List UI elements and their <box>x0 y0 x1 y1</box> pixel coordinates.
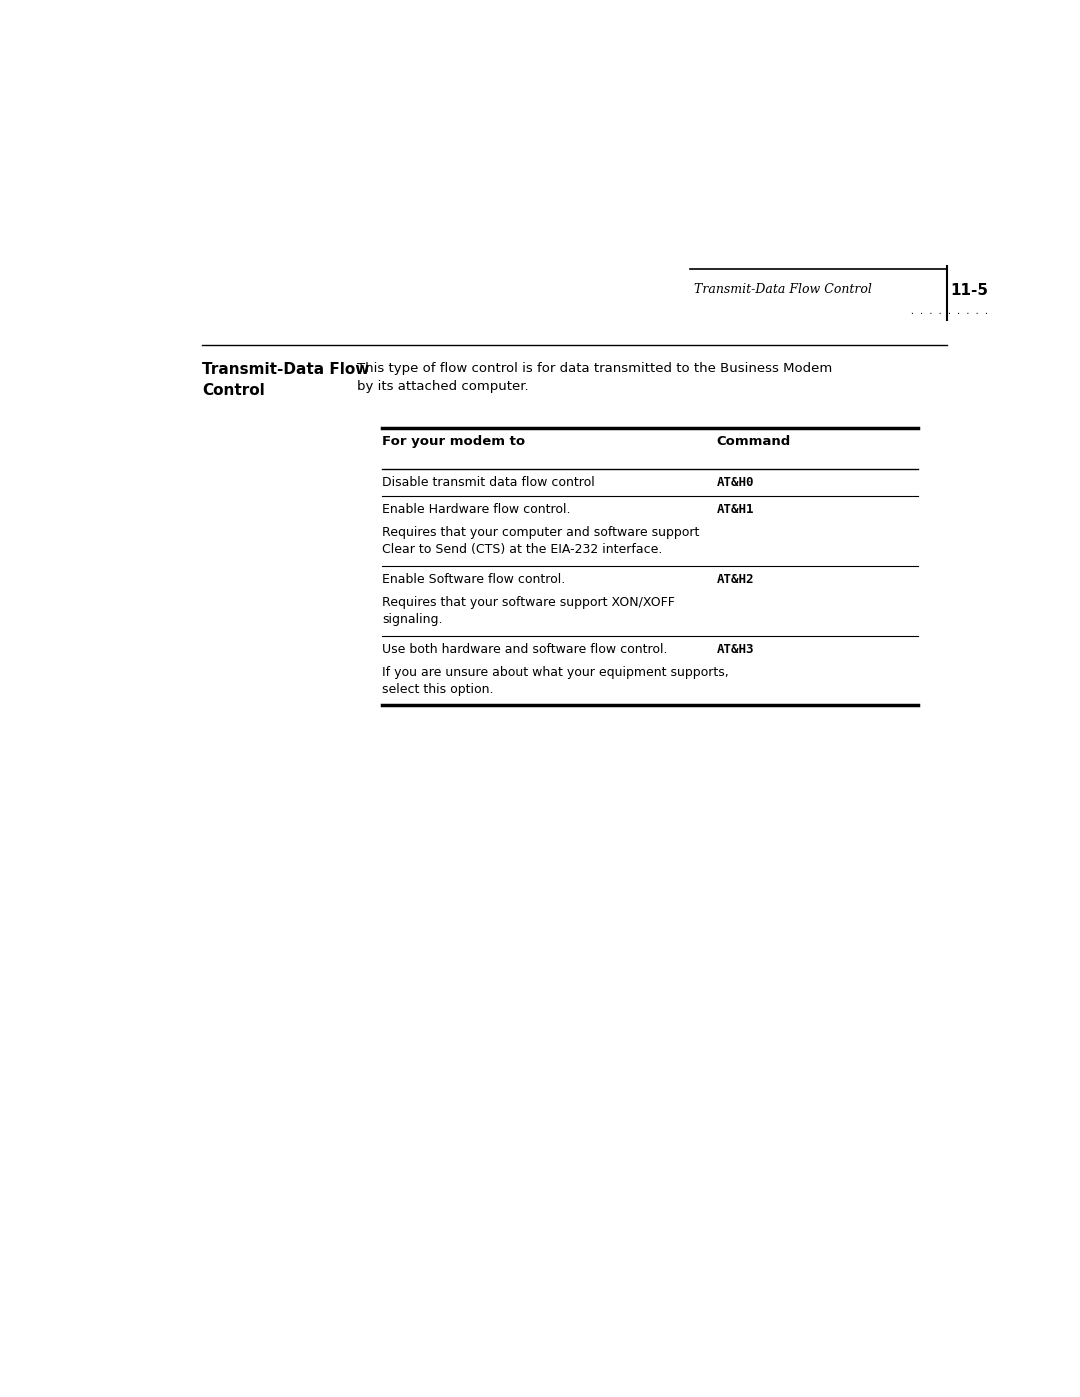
Text: Command: Command <box>717 436 791 448</box>
Text: AT&H1: AT&H1 <box>717 503 754 517</box>
Text: Enable Software flow control.: Enable Software flow control. <box>382 573 565 587</box>
Text: Use both hardware and software flow control.: Use both hardware and software flow cont… <box>382 643 667 657</box>
Text: Disable transmit data flow control: Disable transmit data flow control <box>382 476 595 489</box>
Text: Enable Hardware flow control.: Enable Hardware flow control. <box>382 503 570 517</box>
Text: 11-5: 11-5 <box>950 282 989 298</box>
Text: AT&H2: AT&H2 <box>717 573 754 587</box>
Text: Transmit-Data Flow
Control: Transmit-Data Flow Control <box>202 362 369 398</box>
Text: . . . . . . . . .: . . . . . . . . . <box>910 307 989 317</box>
Text: If you are unsure about what your equipment supports,
select this option.: If you are unsure about what your equipm… <box>382 666 729 696</box>
Text: For your modem to: For your modem to <box>382 436 525 448</box>
Text: Requires that your software support XON/XOFF
signaling.: Requires that your software support XON/… <box>382 595 675 626</box>
Text: Requires that your computer and software support
Clear to Send (CTS) at the EIA-: Requires that your computer and software… <box>382 525 699 556</box>
Text: This type of flow control is for data transmitted to the Business Modem
by its a: This type of flow control is for data tr… <box>356 362 832 394</box>
Text: AT&H3: AT&H3 <box>717 643 754 657</box>
Text: Transmit-Data Flow Control: Transmit-Data Flow Control <box>694 282 872 296</box>
Text: AT&H0: AT&H0 <box>717 476 754 489</box>
